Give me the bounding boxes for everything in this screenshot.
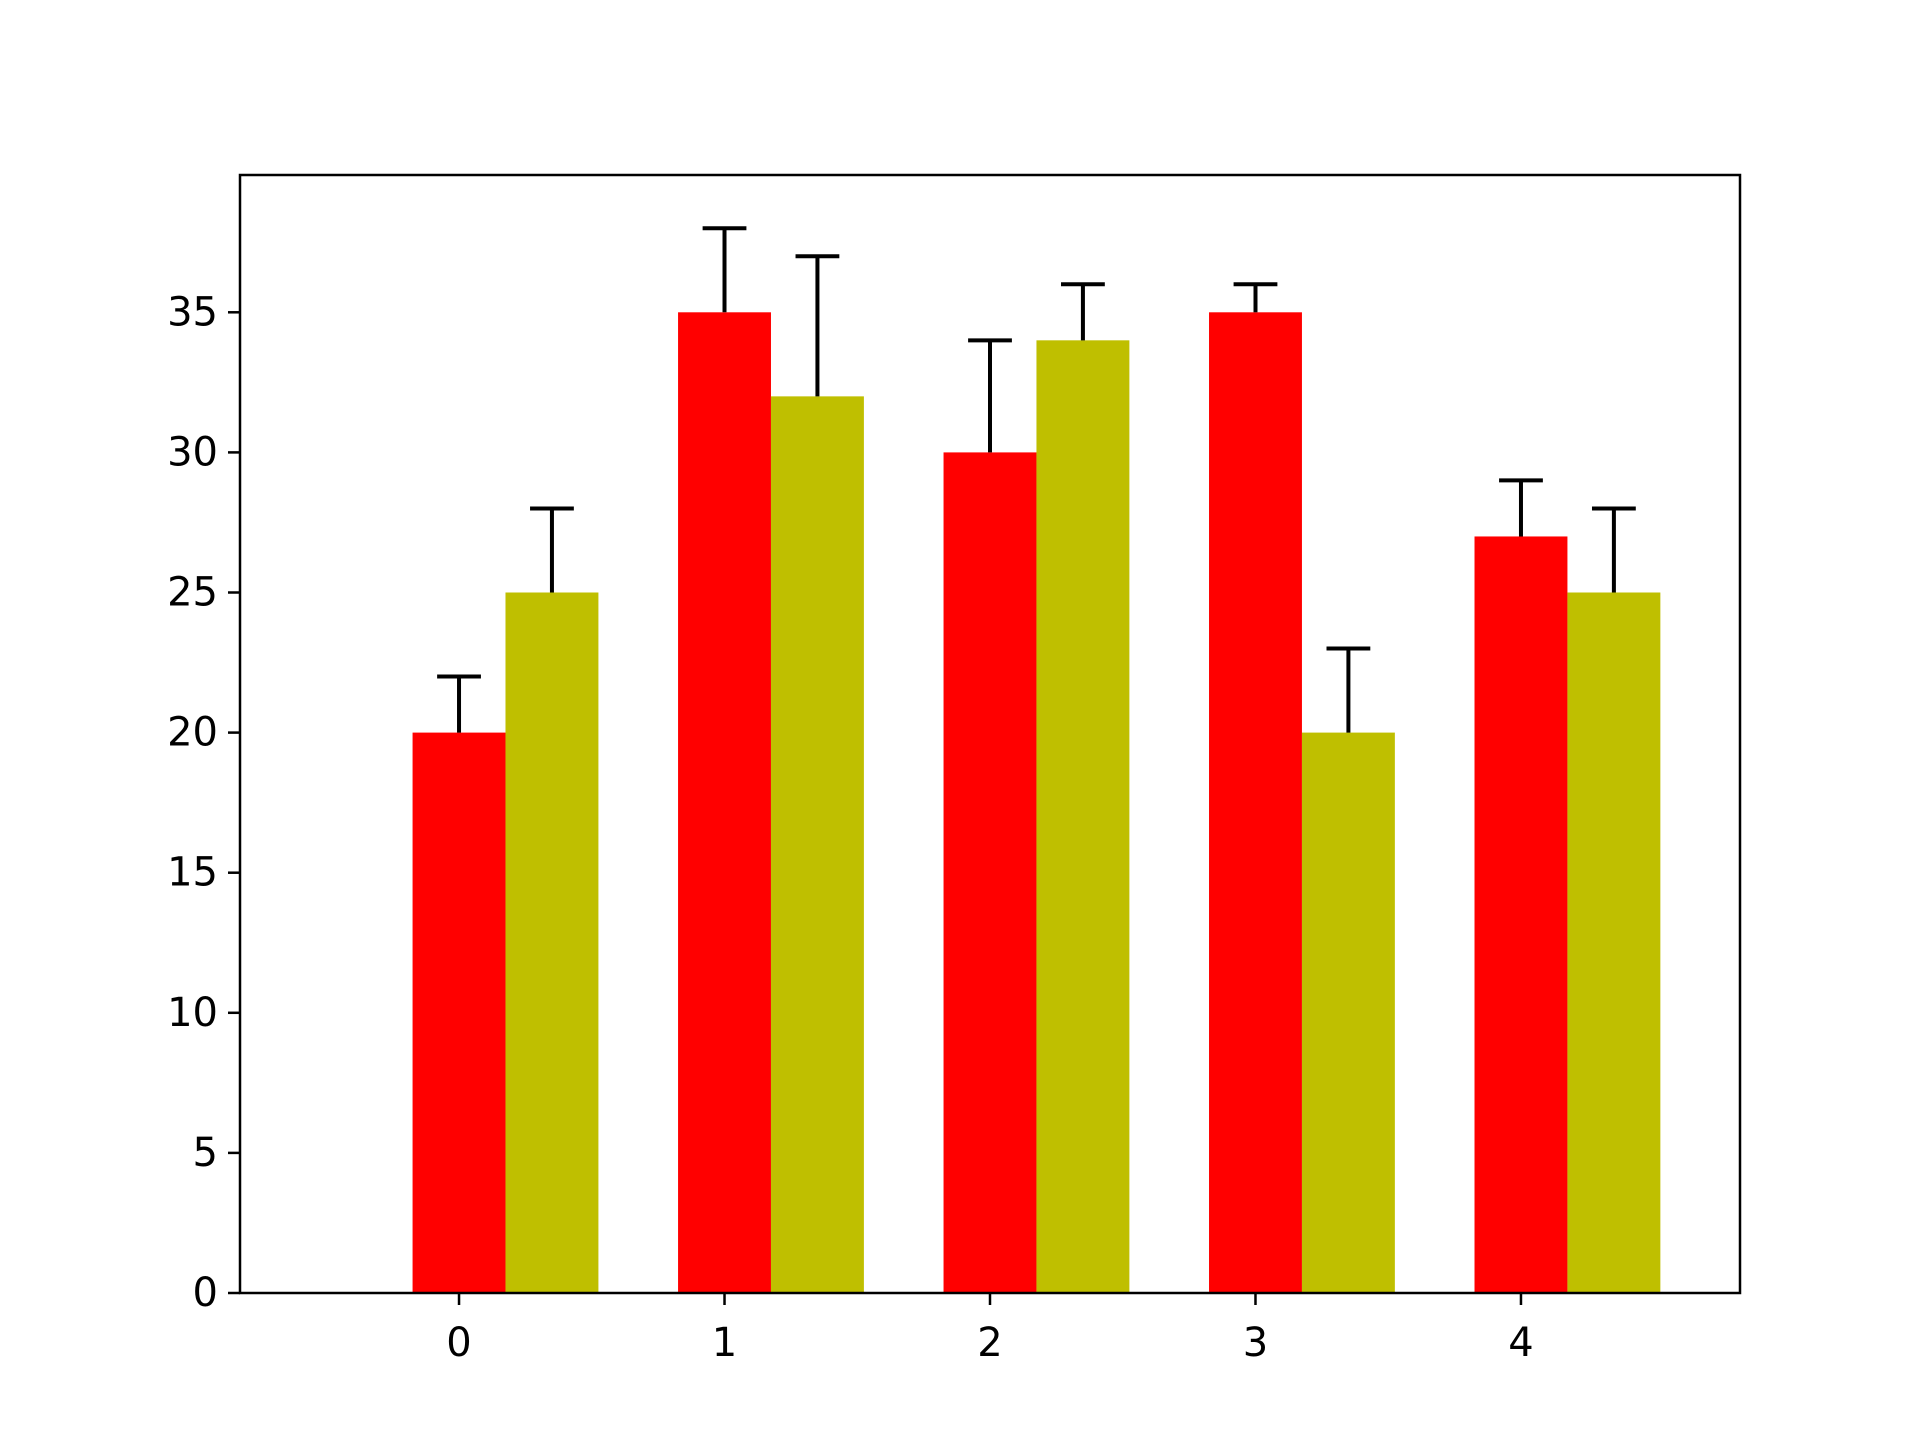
- x-tick-label-1: 1: [712, 1320, 737, 1366]
- error-bars-group: [437, 226, 1636, 733]
- y-tick-label-20: 20: [167, 710, 218, 756]
- bar-series2-0: [505, 592, 599, 1293]
- x-tick-label-0: 0: [446, 1320, 471, 1366]
- y-tick-label-10: 10: [167, 990, 218, 1036]
- bar-series1-1: [678, 312, 771, 1294]
- bar-series2-4: [1567, 592, 1661, 1293]
- bar-series1-2: [943, 452, 1037, 1293]
- x-tick-label-3: 3: [1243, 1320, 1268, 1366]
- bar-series1-0: [412, 732, 506, 1293]
- bar-series1-3: [1209, 312, 1302, 1294]
- bar-series2-2: [1036, 340, 1130, 1293]
- x-tick-label-4: 4: [1508, 1320, 1533, 1366]
- x-tick-label-2: 2: [977, 1320, 1002, 1366]
- bar-series2-3: [1301, 732, 1395, 1293]
- bar-series1-4: [1474, 536, 1568, 1293]
- y-tick-label-5: 5: [193, 1130, 218, 1176]
- y-tick-label-35: 35: [167, 289, 218, 335]
- bar-series2-1: [770, 396, 864, 1293]
- y-tick-label-30: 30: [167, 429, 218, 475]
- bars-group: [412, 312, 1661, 1294]
- y-tick-label-0: 0: [193, 1270, 218, 1316]
- y-axis: 0 5 10 15 20 25 30 35: [167, 289, 240, 1316]
- y-tick-label-15: 15: [167, 850, 218, 896]
- y-tick-label-25: 25: [167, 569, 218, 615]
- x-axis: 0 1 2 3 4: [446, 1293, 1534, 1366]
